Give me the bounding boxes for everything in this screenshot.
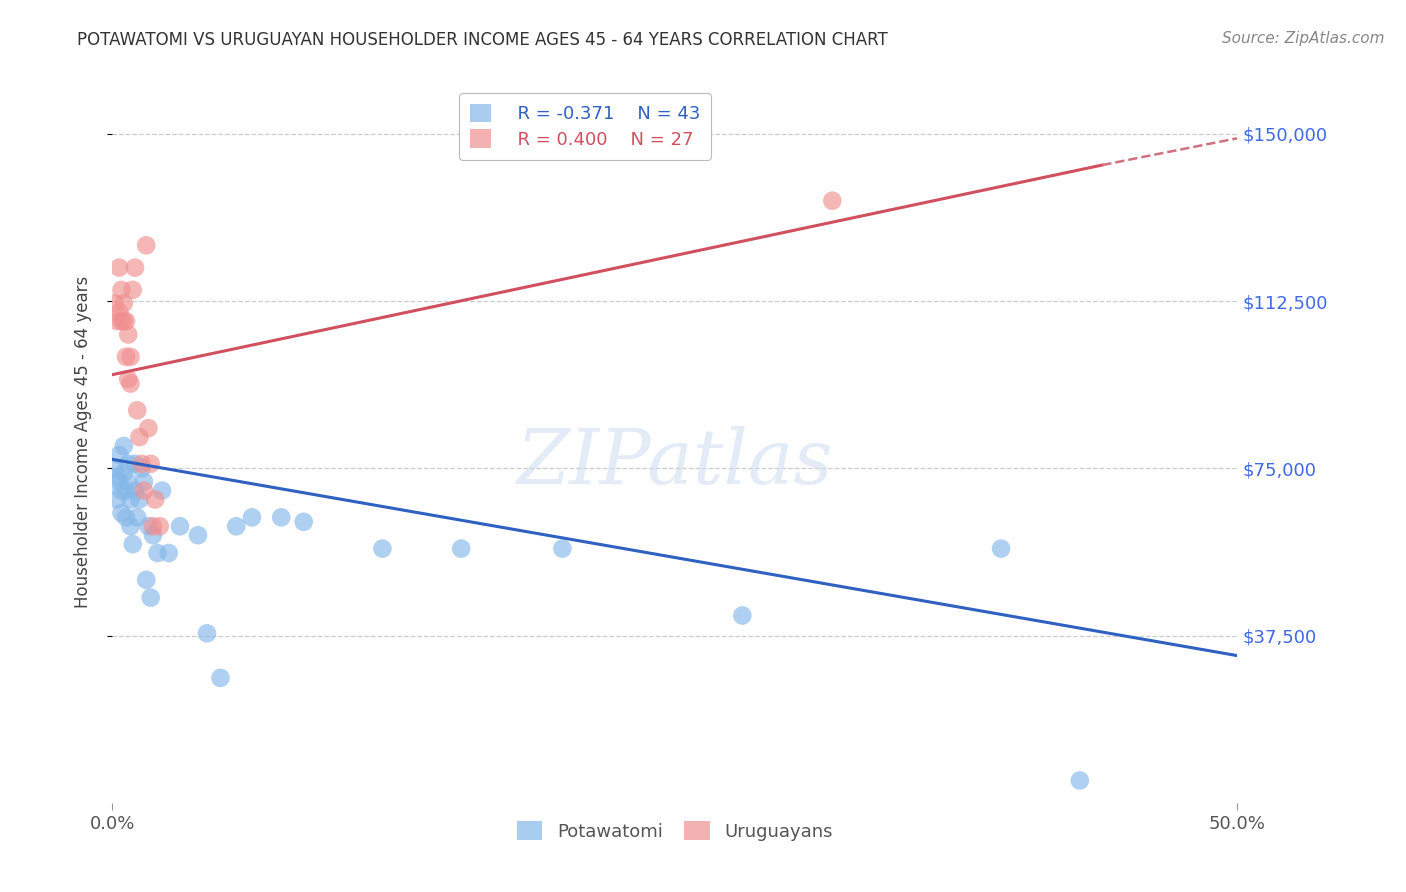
Point xyxy=(131,457,153,471)
Point xyxy=(112,296,135,310)
Point xyxy=(117,475,139,489)
Point xyxy=(225,519,247,533)
Text: ZIPatlas: ZIPatlas xyxy=(516,426,834,500)
Point xyxy=(371,541,394,556)
Point xyxy=(138,519,160,533)
Point xyxy=(115,483,138,498)
Point xyxy=(121,283,143,297)
Point xyxy=(128,492,150,507)
Point xyxy=(110,314,132,328)
Point xyxy=(117,457,139,471)
Point xyxy=(169,519,191,533)
Point xyxy=(1069,773,1091,788)
Point xyxy=(121,537,143,551)
Point xyxy=(240,510,263,524)
Point xyxy=(821,194,844,208)
Point xyxy=(117,327,139,342)
Point xyxy=(105,470,128,484)
Point xyxy=(139,591,162,605)
Point xyxy=(110,483,132,498)
Point xyxy=(120,519,142,533)
Point xyxy=(131,461,153,475)
Point xyxy=(128,430,150,444)
Point xyxy=(450,541,472,556)
Point xyxy=(124,457,146,471)
Point xyxy=(157,546,180,560)
Point xyxy=(112,314,135,328)
Point xyxy=(139,457,162,471)
Point xyxy=(142,528,165,542)
Point xyxy=(104,296,127,310)
Point xyxy=(731,608,754,623)
Point xyxy=(120,350,142,364)
Point xyxy=(115,350,138,364)
Point xyxy=(149,519,172,533)
Point xyxy=(135,238,157,252)
Point xyxy=(115,510,138,524)
Legend: Potawatomi, Uruguayans: Potawatomi, Uruguayans xyxy=(510,814,839,848)
Point xyxy=(132,475,155,489)
Point xyxy=(120,492,142,507)
Point xyxy=(124,260,146,275)
Point xyxy=(138,421,160,435)
Point xyxy=(105,492,128,507)
Point xyxy=(142,519,165,533)
Point xyxy=(120,376,142,391)
Point xyxy=(209,671,232,685)
Point xyxy=(108,260,131,275)
Point xyxy=(124,483,146,498)
Point xyxy=(150,483,173,498)
Point xyxy=(115,314,138,328)
Point xyxy=(195,626,218,640)
Point xyxy=(127,510,149,524)
Point xyxy=(108,475,131,489)
Point xyxy=(127,403,149,417)
Point xyxy=(108,305,131,319)
Point xyxy=(551,541,574,556)
Point xyxy=(135,573,157,587)
Point xyxy=(132,483,155,498)
Point xyxy=(110,506,132,520)
Point xyxy=(112,466,135,480)
Text: POTAWATOMI VS URUGUAYAN HOUSEHOLDER INCOME AGES 45 - 64 YEARS CORRELATION CHART: POTAWATOMI VS URUGUAYAN HOUSEHOLDER INCO… xyxy=(77,31,889,49)
Point xyxy=(105,314,128,328)
Point xyxy=(146,546,169,560)
Point xyxy=(990,541,1012,556)
Point xyxy=(117,372,139,386)
Point xyxy=(112,439,135,453)
Text: Source: ZipAtlas.com: Source: ZipAtlas.com xyxy=(1222,31,1385,46)
Point xyxy=(104,461,127,475)
Point xyxy=(187,528,209,542)
Point xyxy=(143,492,166,507)
Point xyxy=(110,283,132,297)
Y-axis label: Householder Income Ages 45 - 64 years: Householder Income Ages 45 - 64 years xyxy=(73,276,91,607)
Point xyxy=(270,510,292,524)
Point xyxy=(108,448,131,462)
Point xyxy=(292,515,315,529)
